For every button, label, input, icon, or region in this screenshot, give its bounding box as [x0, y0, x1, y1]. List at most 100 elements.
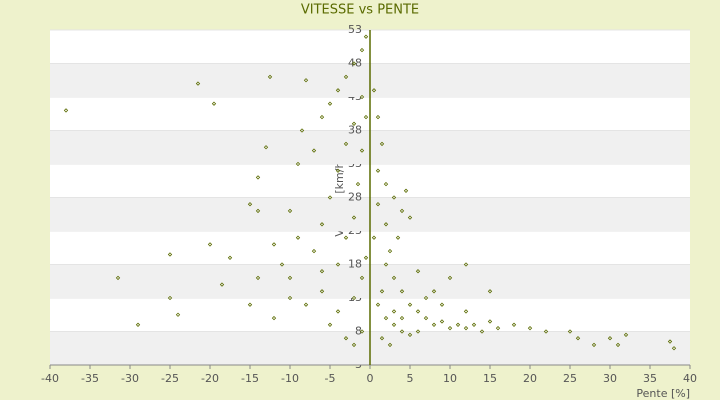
x-tick-label: -15 [241, 372, 259, 385]
point [671, 346, 677, 351]
point [287, 295, 293, 301]
point [227, 255, 233, 260]
point [279, 262, 285, 267]
point [175, 312, 181, 317]
point [375, 114, 381, 120]
y-tick-label: 18 [348, 258, 362, 271]
x-tick-label: -5 [325, 372, 336, 385]
point [311, 248, 317, 254]
point [455, 322, 461, 327]
point [351, 61, 357, 66]
point [207, 242, 213, 247]
point [615, 342, 621, 348]
point [395, 235, 401, 240]
point [495, 325, 501, 331]
point [391, 309, 397, 314]
x-tick-label: 0 [367, 372, 374, 385]
point [351, 342, 357, 348]
point [399, 329, 405, 334]
point [399, 315, 405, 321]
point [387, 248, 393, 254]
point [359, 148, 365, 153]
point [391, 195, 397, 200]
point [591, 342, 597, 348]
point [487, 289, 493, 294]
point [567, 329, 573, 334]
point [407, 302, 413, 307]
point [391, 322, 397, 327]
point [247, 202, 253, 207]
point [115, 275, 121, 281]
point [327, 101, 333, 106]
x-tick-label: -35 [81, 372, 99, 385]
point [439, 319, 445, 324]
point [63, 108, 69, 113]
point [399, 208, 405, 214]
point [431, 289, 437, 294]
point [423, 295, 429, 301]
point [379, 336, 385, 341]
point [343, 235, 349, 240]
point [623, 332, 629, 338]
point [383, 315, 389, 321]
point [511, 322, 517, 327]
point [379, 141, 385, 147]
point [255, 175, 261, 180]
y-tick-label: 53 [348, 23, 362, 36]
point [303, 302, 309, 307]
point [375, 168, 381, 173]
point [319, 269, 325, 274]
point [447, 325, 453, 331]
point [287, 275, 293, 281]
point [399, 289, 405, 294]
point [343, 141, 349, 147]
x-tick-label: 5 [407, 372, 414, 385]
point [479, 329, 485, 334]
x-tick-label: 40 [683, 372, 697, 385]
point [263, 145, 269, 150]
point [343, 336, 349, 341]
point [375, 202, 381, 207]
point [375, 302, 381, 307]
x-tick-label: 20 [523, 372, 537, 385]
point [371, 88, 377, 93]
x-tick-label: -25 [161, 372, 179, 385]
x-tick-label: -20 [201, 372, 219, 385]
point [415, 309, 421, 314]
point [447, 275, 453, 281]
point [255, 208, 261, 214]
y-tick-label: 8 [355, 325, 362, 338]
x-tick-label: -10 [281, 372, 299, 385]
point [359, 275, 365, 281]
point [351, 215, 357, 220]
point [299, 128, 305, 133]
point [391, 275, 397, 281]
point [487, 319, 493, 324]
point [167, 295, 173, 301]
point [543, 329, 549, 334]
point [379, 289, 385, 294]
point [383, 222, 389, 227]
point [403, 188, 409, 193]
point [363, 114, 369, 120]
point [363, 34, 369, 39]
point [667, 339, 673, 344]
point [135, 322, 141, 327]
point [295, 161, 301, 167]
point [527, 325, 533, 331]
point [343, 74, 349, 80]
y-tick-label: 38 [348, 124, 362, 137]
point [431, 322, 437, 327]
point [363, 255, 369, 260]
point [351, 121, 357, 126]
point [383, 262, 389, 267]
point [359, 47, 365, 53]
point [335, 88, 341, 93]
point [271, 315, 277, 321]
point [415, 269, 421, 274]
point [327, 322, 333, 327]
point [423, 315, 429, 321]
point [463, 325, 469, 331]
point [575, 336, 581, 341]
